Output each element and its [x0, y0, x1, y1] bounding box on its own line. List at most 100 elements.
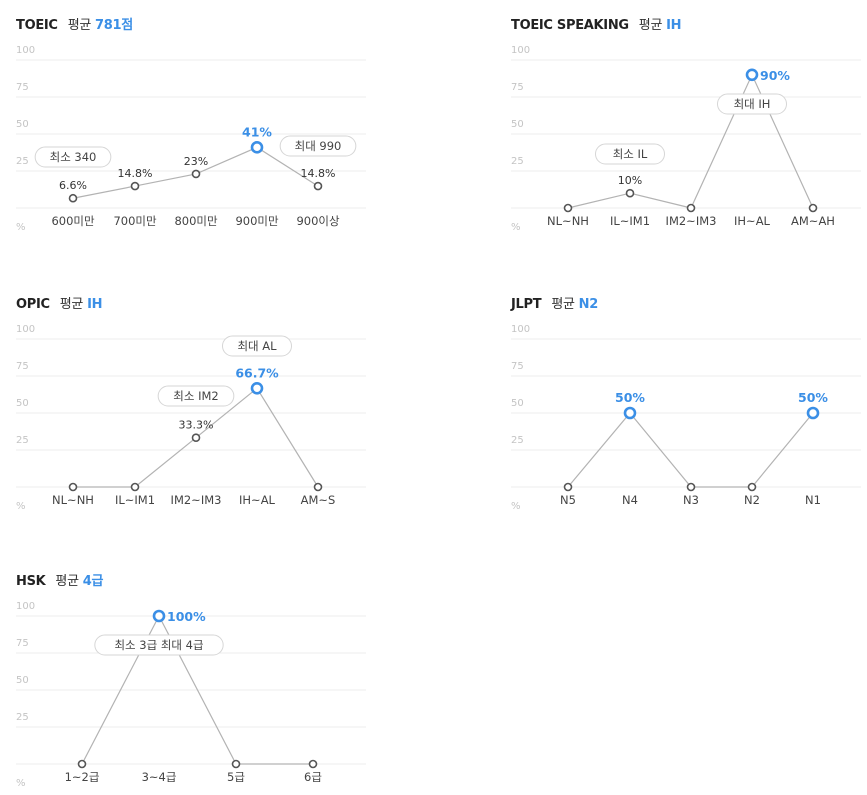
data-point [191, 433, 201, 443]
x-tick-label: IM2~IM3 [666, 214, 717, 228]
y-tick-label: 100 [511, 45, 530, 56]
callout-label: 최대 IH [734, 97, 771, 111]
y-unit-label: % [16, 778, 26, 789]
data-point [308, 759, 318, 769]
average-label: 평균 [55, 574, 79, 589]
data-label: 14.8% [301, 167, 336, 180]
average-value: IH [666, 18, 682, 33]
x-tick-label: NL~NH [52, 493, 94, 507]
data-point [563, 203, 573, 213]
y-tick-label: 100 [511, 324, 530, 335]
chart-panel-toeic: TOEIC 평균 781점 25 50 75 100% 최소 340 최대 990 6.6% 14… [0, 16, 380, 246]
y-tick-label: 25 [16, 712, 29, 723]
highlight-point [152, 609, 166, 623]
data-point [77, 759, 87, 769]
data-label: 10% [618, 174, 642, 187]
highlight-point [806, 406, 820, 420]
x-tick-label: IH~AL [239, 493, 276, 507]
series-line [81, 614, 313, 765]
x-tick-label: NL~NH [547, 214, 589, 228]
exam-name: JLPT [511, 297, 542, 312]
line-chart: 25 50 75 100% 최소 IM2 최대 AL 33.3% 66.7% NL~NH IL~I… [16, 324, 366, 512]
x-tick-label: IH~AL [734, 214, 771, 228]
callout-label: 최소 340 [50, 150, 97, 164]
y-unit-label: % [511, 501, 521, 512]
average-value: N2 [578, 297, 599, 312]
line-chart: 25 50 75 100% 최소 IL 최대 IH 10% 90% NL~NH IL~IM1 IM2… [511, 45, 861, 233]
chart-panel-jlpt: JLPT 평균 N2 25 50 75 100% 50% 50% N5 N4 N3 N2 N1 [495, 295, 867, 525]
callout-label: 최대 AL [237, 339, 277, 353]
x-tick-label: N5 [560, 493, 576, 507]
chart-panel-opic: OPIC 평균 IH 25 50 75 100% 최소 IM2 최대 AL 33.3% 66.7%… [0, 295, 380, 525]
y-unit-label: % [16, 222, 26, 233]
data-point [625, 188, 635, 198]
exam-name: OPIC [16, 297, 50, 312]
callout-box [594, 143, 666, 165]
x-tick-label: IL~IM1 [115, 493, 155, 507]
data-label: 50% [615, 390, 645, 405]
x-tick-label: N4 [622, 493, 638, 507]
chart-title: JLPT 평균 N2 [511, 295, 598, 315]
y-tick-label: 75 [511, 82, 524, 93]
y-tick-label: 100 [16, 45, 35, 56]
x-tick-label: 5급 [227, 770, 245, 784]
data-point [313, 181, 323, 191]
data-label: 50% [798, 390, 828, 405]
data-point [563, 482, 573, 492]
callout-box [34, 146, 112, 168]
callout-label: 최대 990 [295, 139, 342, 153]
y-unit-label: % [511, 222, 521, 233]
average-value: 4급 [82, 574, 104, 589]
y-tick-label: 100 [16, 601, 35, 612]
line-chart: 25 50 75 100% 최소 3급 최대 4급 100% 1~2급 3~4급 5급 6급 [16, 601, 366, 789]
x-tick-label: 600미만 [51, 214, 95, 228]
y-tick-label: 75 [16, 638, 29, 649]
data-label: 23% [184, 155, 208, 168]
callout-box [94, 634, 224, 656]
data-point [686, 482, 696, 492]
y-tick-label: 25 [511, 156, 524, 167]
x-tick-label: 900이상 [296, 214, 340, 228]
x-tick-label: AM~AH [791, 214, 835, 228]
average-value: 781점 [95, 18, 133, 33]
chart-title: TOEIC 평균 781점 [16, 16, 133, 36]
data-point [191, 169, 201, 179]
data-point [747, 482, 757, 492]
callout-box [279, 135, 357, 157]
callout-box [221, 335, 293, 357]
line-chart: 25 50 75 100% 50% 50% N5 N4 N3 N2 N1 [511, 324, 861, 512]
y-tick-label: 50 [16, 398, 29, 409]
x-tick-label: N1 [805, 493, 821, 507]
data-point [808, 203, 818, 213]
y-tick-label: 50 [511, 398, 524, 409]
callout-label: 최소 IL [613, 147, 648, 161]
data-point [130, 181, 140, 191]
average-label: 평균 [638, 18, 663, 33]
callout-box [157, 385, 235, 407]
data-point [68, 193, 78, 203]
y-tick-label: 75 [16, 361, 29, 372]
y-tick-label: 75 [511, 361, 524, 372]
chart-panel-hsk: HSK 평균 4급 25 50 75 100% 최소 3급 최대 4급 100% 1~2급 3~4… [0, 572, 380, 795]
x-tick-label: IL~IM1 [610, 214, 650, 228]
highlight-point [623, 406, 637, 420]
y-tick-label: 25 [511, 435, 524, 446]
callout-box [716, 93, 788, 115]
x-tick-label: AM~S [301, 493, 336, 507]
data-point [130, 482, 140, 492]
exam-name: TOEIC [16, 18, 58, 33]
data-point [68, 482, 78, 492]
x-tick-label: 6급 [304, 770, 322, 784]
data-label: 14.8% [118, 167, 153, 180]
y-tick-label: 50 [16, 119, 29, 130]
average-value: IH [87, 297, 103, 312]
y-tick-label: 25 [16, 156, 29, 167]
x-tick-label: 700미만 [113, 214, 157, 228]
data-point [686, 203, 696, 213]
chart-title: HSK 평균 4급 [16, 572, 103, 592]
x-tick-label: IM2~IM3 [171, 493, 222, 507]
line-chart: 25 50 75 100% 최소 340 최대 990 6.6% 14.8% 23% 41% 14.… [16, 45, 366, 233]
data-label: 41% [242, 124, 272, 139]
y-tick-label: 100 [16, 324, 35, 335]
callout-label: 최소 IM2 [173, 389, 218, 403]
